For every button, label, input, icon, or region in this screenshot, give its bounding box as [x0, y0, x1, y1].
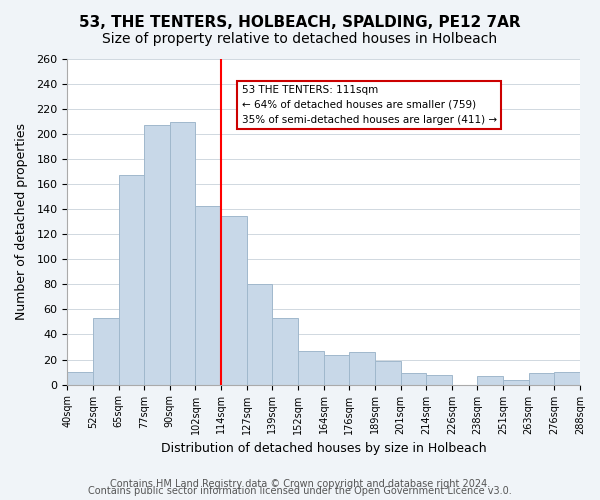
Bar: [170, 122, 196, 384]
Bar: [67, 372, 93, 384]
Bar: [247, 284, 272, 384]
Bar: [529, 374, 554, 384]
Bar: [478, 376, 503, 384]
Bar: [221, 216, 247, 384]
Bar: [401, 374, 426, 384]
Bar: [272, 318, 298, 384]
Text: Contains public sector information licensed under the Open Government Licence v3: Contains public sector information licen…: [88, 486, 512, 496]
Bar: [196, 206, 221, 384]
Bar: [426, 374, 452, 384]
Bar: [349, 352, 375, 384]
Text: 53, THE TENTERS, HOLBEACH, SPALDING, PE12 7AR: 53, THE TENTERS, HOLBEACH, SPALDING, PE1…: [79, 15, 521, 30]
Bar: [144, 126, 170, 384]
Bar: [298, 351, 323, 384]
Text: 53 THE TENTERS: 111sqm
← 64% of detached houses are smaller (759)
35% of semi-de: 53 THE TENTERS: 111sqm ← 64% of detached…: [242, 85, 497, 124]
Text: Size of property relative to detached houses in Holbeach: Size of property relative to detached ho…: [103, 32, 497, 46]
X-axis label: Distribution of detached houses by size in Holbeach: Distribution of detached houses by size …: [161, 442, 487, 455]
Bar: [503, 380, 529, 384]
Bar: [119, 176, 144, 384]
Bar: [323, 354, 349, 384]
Bar: [554, 372, 580, 384]
Text: Contains HM Land Registry data © Crown copyright and database right 2024.: Contains HM Land Registry data © Crown c…: [110, 479, 490, 489]
Y-axis label: Number of detached properties: Number of detached properties: [15, 124, 28, 320]
Bar: [93, 318, 119, 384]
Bar: [375, 361, 401, 384]
